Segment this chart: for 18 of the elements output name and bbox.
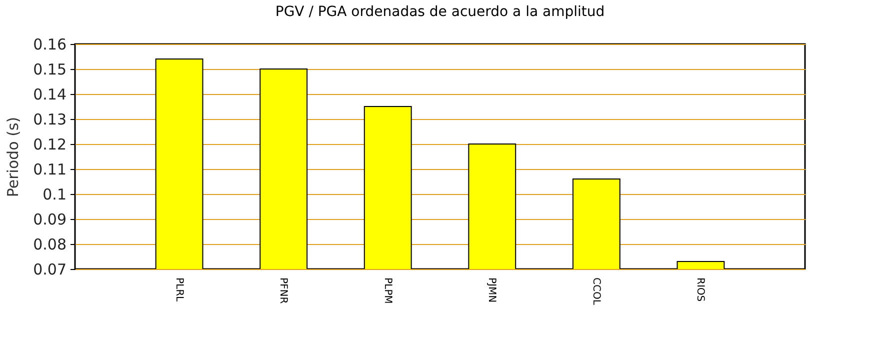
y-tick-label: 0.12: [33, 136, 66, 154]
x-tick-label: PFNR: [278, 278, 289, 304]
y-tick-label: 0.08: [33, 236, 66, 254]
y-tick-label: 0.16: [33, 36, 66, 54]
x-tick-label: PLPM: [382, 278, 393, 304]
y-tick-label: 0.09: [33, 210, 66, 228]
y-tick-label: 0.1: [42, 186, 66, 204]
y-axis-title: Periodo (s): [4, 116, 22, 198]
x-tick-label: PJMN: [486, 278, 498, 303]
chart-title: PGV / PGA ordenadas de acuerdo a la amplitud: [275, 4, 605, 20]
y-tick-label: 0.14: [33, 86, 66, 104]
y-tick-label: 0.13: [33, 110, 66, 128]
x-tick-label: RIOS: [694, 278, 706, 302]
y-tick-label: 0.11: [33, 160, 66, 178]
x-tick-label: PLRL: [173, 278, 184, 302]
y-tick-label: 0.07: [33, 260, 66, 278]
x-tick-label: CCOL: [590, 278, 602, 306]
y-tick-label: 0.15: [33, 60, 66, 78]
